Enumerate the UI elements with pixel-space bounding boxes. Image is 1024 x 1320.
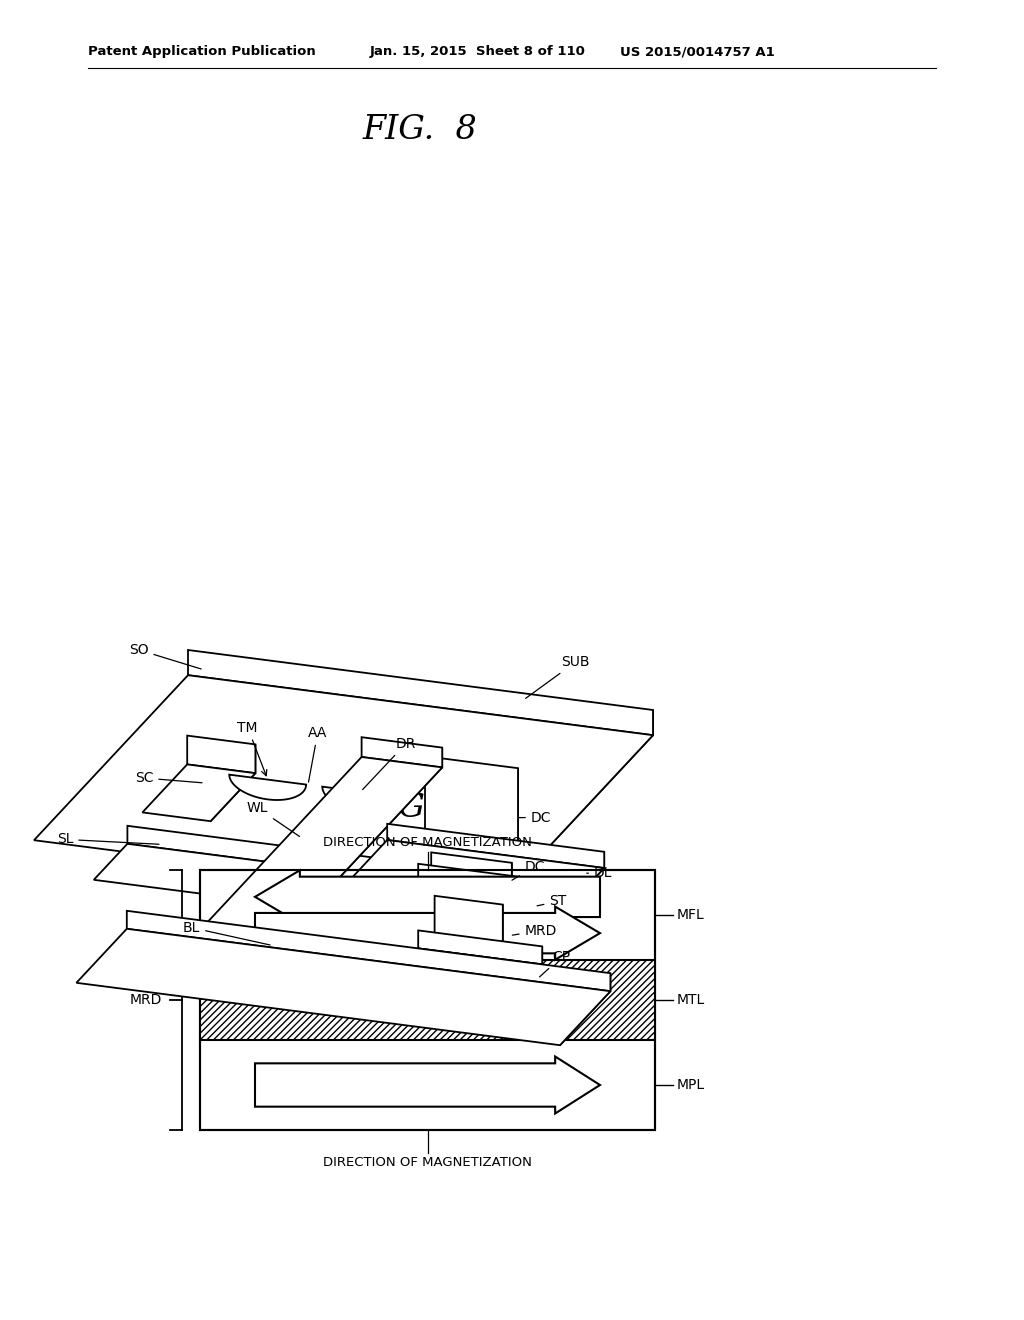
Polygon shape <box>229 775 306 800</box>
Polygon shape <box>486 880 542 960</box>
Text: SO: SO <box>129 643 201 669</box>
Text: MPL: MPL <box>677 1078 706 1092</box>
Polygon shape <box>255 1056 600 1114</box>
Text: DL: DL <box>587 866 612 880</box>
Polygon shape <box>323 787 399 812</box>
Polygon shape <box>418 931 542 965</box>
Text: DC: DC <box>518 810 551 825</box>
Text: MFL: MFL <box>677 908 705 921</box>
Text: US 2015/0014757 A1: US 2015/0014757 A1 <box>620 45 775 58</box>
Polygon shape <box>188 649 653 735</box>
Text: Jan. 15, 2015  Sheet 8 of 110: Jan. 15, 2015 Sheet 8 of 110 <box>370 45 586 58</box>
Text: SL: SL <box>56 833 159 846</box>
Text: DIRECTION OF MAGNETIZATION: DIRECTION OF MAGNETIZATION <box>323 837 531 850</box>
Polygon shape <box>548 851 604 928</box>
Text: DIRECTION OF MAGNETIZATION: DIRECTION OF MAGNETIZATION <box>323 1155 531 1168</box>
Text: ST: ST <box>538 895 566 908</box>
Polygon shape <box>375 836 518 902</box>
Text: CP: CP <box>540 950 570 977</box>
Bar <box>200 870 655 1130</box>
Text: SC: SC <box>135 771 202 785</box>
Polygon shape <box>127 911 610 991</box>
Text: MRD: MRD <box>130 993 162 1007</box>
Polygon shape <box>208 756 442 932</box>
Text: MRD: MRD <box>512 924 557 937</box>
Polygon shape <box>127 826 450 886</box>
Polygon shape <box>416 867 450 921</box>
Bar <box>200 870 655 1130</box>
Polygon shape <box>499 710 653 900</box>
Text: TM: TM <box>238 721 267 776</box>
Bar <box>200 960 655 1040</box>
Polygon shape <box>34 676 653 900</box>
Text: SUB: SUB <box>525 655 590 698</box>
Polygon shape <box>431 853 512 883</box>
Polygon shape <box>362 883 542 960</box>
Polygon shape <box>77 929 610 1045</box>
Text: MTL: MTL <box>677 993 706 1007</box>
Polygon shape <box>462 863 512 937</box>
Polygon shape <box>94 843 450 921</box>
Text: DC: DC <box>512 859 545 880</box>
Polygon shape <box>425 756 518 847</box>
Text: WL: WL <box>247 801 299 837</box>
Polygon shape <box>486 946 542 1024</box>
Text: Patent Application Publication: Patent Application Publication <box>88 45 315 58</box>
Polygon shape <box>468 768 518 902</box>
Polygon shape <box>361 737 442 767</box>
Polygon shape <box>288 747 442 932</box>
Text: FIG.  9: FIG. 9 <box>362 792 477 824</box>
Polygon shape <box>331 840 604 928</box>
Polygon shape <box>362 948 542 1024</box>
Polygon shape <box>418 863 542 900</box>
Polygon shape <box>381 873 512 937</box>
Polygon shape <box>142 764 255 821</box>
Text: DR: DR <box>362 737 416 789</box>
Text: AA: AA <box>308 726 328 781</box>
Polygon shape <box>255 907 600 960</box>
Polygon shape <box>187 735 255 774</box>
Polygon shape <box>461 904 503 997</box>
Polygon shape <box>560 973 610 1045</box>
Polygon shape <box>434 896 503 952</box>
Polygon shape <box>211 744 255 821</box>
Polygon shape <box>387 824 604 869</box>
Polygon shape <box>255 870 600 924</box>
Polygon shape <box>392 942 503 997</box>
Text: BL: BL <box>183 920 270 945</box>
Text: FIG.  8: FIG. 8 <box>362 114 477 147</box>
